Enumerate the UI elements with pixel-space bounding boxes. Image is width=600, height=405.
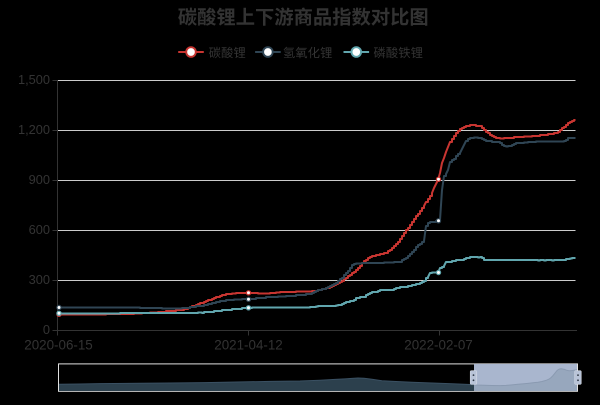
svg-text:1,200: 1,200: [18, 122, 50, 137]
svg-text:2021-04-12: 2021-04-12: [214, 338, 283, 353]
svg-text:2020-06-15: 2020-06-15: [24, 338, 93, 353]
svg-text:2022-02-07: 2022-02-07: [404, 338, 473, 353]
svg-text:900: 900: [29, 172, 50, 187]
svg-text:300: 300: [29, 272, 50, 287]
svg-text:1,500: 1,500: [18, 72, 50, 87]
svg-text:600: 600: [29, 222, 50, 237]
svg-text:0: 0: [43, 322, 50, 337]
